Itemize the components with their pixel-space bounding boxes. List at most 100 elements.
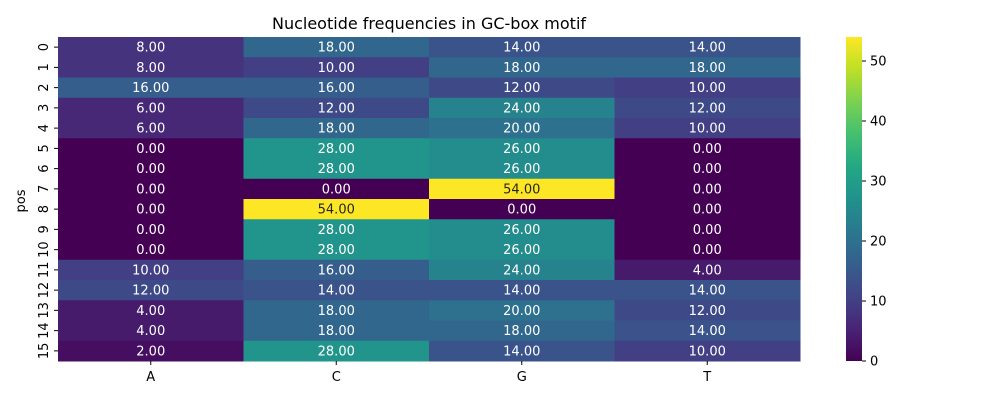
heatmap-cell-11-G bbox=[429, 259, 615, 281]
cell-label-11-A: 10.00 bbox=[132, 263, 169, 278]
heatmap-cell-3-T bbox=[614, 97, 801, 119]
cell-label-4-C: 18.00 bbox=[318, 122, 355, 137]
y-tick-label: 2 bbox=[37, 83, 52, 91]
heatmap-cell-12-T bbox=[614, 280, 801, 301]
cell-label-6-A: 0.00 bbox=[136, 162, 165, 177]
heatmap-cell-10-C bbox=[243, 239, 430, 261]
cell-label-13-C: 18.00 bbox=[318, 304, 355, 319]
cell-label-8-G: 0.00 bbox=[507, 203, 536, 218]
heatmap-cell-15-C bbox=[243, 340, 430, 362]
cell-label-9-A: 0.00 bbox=[136, 223, 165, 238]
cell-label-5-A: 0.00 bbox=[136, 142, 165, 157]
cell-label-7-C: 0.00 bbox=[322, 182, 351, 197]
cell-label-6-T: 0.00 bbox=[693, 162, 722, 177]
heatmap-cell-14-A bbox=[58, 320, 244, 342]
cell-label-5-T: 0.00 bbox=[693, 142, 722, 157]
cell-label-3-T: 12.00 bbox=[689, 101, 726, 116]
heatmap-cell-6-C bbox=[243, 158, 430, 180]
cell-label-6-G: 26.00 bbox=[503, 162, 540, 177]
heatmap-cell-11-C bbox=[243, 259, 430, 281]
y-tick-label: 14 bbox=[37, 322, 52, 339]
heatmap-cell-11-T bbox=[614, 259, 801, 281]
cell-label-15-A: 2.00 bbox=[136, 344, 165, 359]
cell-label-10-A: 0.00 bbox=[136, 243, 165, 258]
heatmap-cell-12-A bbox=[58, 280, 244, 301]
y-tick-label: 1 bbox=[37, 63, 52, 71]
heatmap-cell-15-G bbox=[429, 340, 615, 362]
cell-label-14-A: 4.00 bbox=[136, 324, 165, 339]
heatmap-cell-9-C bbox=[243, 219, 430, 240]
cell-label-14-T: 14.00 bbox=[689, 324, 726, 339]
cell-label-4-T: 10.00 bbox=[689, 122, 726, 137]
cell-label-5-C: 28.00 bbox=[318, 142, 355, 157]
cell-label-8-C: 54.00 bbox=[318, 203, 355, 218]
heatmap-cell-0-T bbox=[614, 37, 801, 58]
heatmap-cell-2-T bbox=[614, 77, 801, 99]
colorbar bbox=[846, 37, 862, 361]
cell-label-10-T: 0.00 bbox=[693, 243, 722, 258]
heatmap-cell-2-C bbox=[243, 77, 430, 99]
heatmap-cell-13-T bbox=[614, 300, 801, 321]
heatmap-cell-5-A bbox=[58, 138, 244, 159]
x-tick-label: C bbox=[332, 370, 341, 385]
cell-label-1-T: 18.00 bbox=[689, 61, 726, 76]
y-tick-label: 10 bbox=[37, 241, 52, 258]
heatmap-cell-5-G bbox=[429, 138, 615, 159]
cell-label-14-C: 18.00 bbox=[318, 324, 355, 339]
cell-label-4-A: 6.00 bbox=[136, 122, 165, 137]
heatmap-cell-5-T bbox=[614, 138, 801, 159]
cell-label-2-T: 10.00 bbox=[689, 81, 726, 96]
cell-label-15-G: 14.00 bbox=[503, 344, 540, 359]
heatmap-cell-7-C bbox=[243, 178, 430, 200]
y-tick-label: 15 bbox=[37, 343, 52, 360]
cell-label-11-C: 16.00 bbox=[318, 263, 355, 278]
heatmap-cell-6-A bbox=[58, 158, 244, 180]
y-tick-label: 7 bbox=[37, 185, 52, 193]
heatmap-cell-9-T bbox=[614, 219, 801, 240]
heatmap-cell-6-T bbox=[614, 158, 801, 180]
heatmap-cell-5-C bbox=[243, 138, 430, 159]
heatmap-cell-7-G bbox=[429, 178, 615, 200]
cell-label-3-A: 6.00 bbox=[136, 101, 165, 116]
cell-label-0-C: 18.00 bbox=[318, 41, 355, 56]
heatmap-cell-9-G bbox=[429, 219, 615, 240]
x-tick-label: T bbox=[702, 370, 711, 385]
cell-label-8-A: 0.00 bbox=[136, 203, 165, 218]
y-tick-label: 11 bbox=[37, 262, 52, 279]
heatmap-cell-3-C bbox=[243, 97, 430, 119]
heatmap-cell-14-G bbox=[429, 320, 615, 342]
heatmap-cell-12-G bbox=[429, 280, 615, 301]
y-tick-label: 0 bbox=[37, 43, 52, 51]
heatmap-cell-13-A bbox=[58, 300, 244, 321]
heatmap-cell-7-A bbox=[58, 178, 244, 200]
heatmap-cell-1-A bbox=[58, 57, 244, 78]
cell-label-1-G: 18.00 bbox=[503, 61, 540, 76]
heatmap-cell-1-G bbox=[429, 57, 615, 78]
heatmap-cell-4-A bbox=[58, 118, 244, 139]
heatmap-cell-13-G bbox=[429, 300, 615, 321]
cell-label-9-G: 26.00 bbox=[503, 223, 540, 238]
heatmap-cell-8-T bbox=[614, 199, 801, 220]
heatmap-cell-1-T bbox=[614, 57, 801, 78]
cell-label-8-T: 0.00 bbox=[693, 203, 722, 218]
heatmap-cell-3-A bbox=[58, 97, 244, 119]
cell-label-5-G: 26.00 bbox=[503, 142, 540, 157]
heatmap-cell-14-C bbox=[243, 320, 430, 342]
heatmap-cell-4-C bbox=[243, 118, 430, 139]
heatmap-cell-12-C bbox=[243, 280, 430, 301]
heatmap-cell-15-A bbox=[58, 340, 244, 362]
colorbar-tick-label: 30 bbox=[870, 175, 887, 190]
y-tick-label: 6 bbox=[37, 164, 52, 172]
cell-label-15-T: 10.00 bbox=[689, 344, 726, 359]
cell-label-3-C: 12.00 bbox=[318, 101, 355, 116]
cell-label-12-T: 14.00 bbox=[689, 284, 726, 299]
heatmap-cell-8-G bbox=[429, 199, 615, 220]
y-tick-label: 13 bbox=[37, 302, 52, 319]
cell-label-15-C: 28.00 bbox=[318, 344, 355, 359]
heatmap-cell-15-T bbox=[614, 340, 801, 362]
cell-value-labels: 8.00 18.00 14.00 14.00 8.00 10.00 18.00 18.00 16… bbox=[132, 41, 726, 360]
y-axis-label: pos bbox=[14, 189, 29, 212]
cell-label-4-G: 20.00 bbox=[503, 122, 540, 137]
